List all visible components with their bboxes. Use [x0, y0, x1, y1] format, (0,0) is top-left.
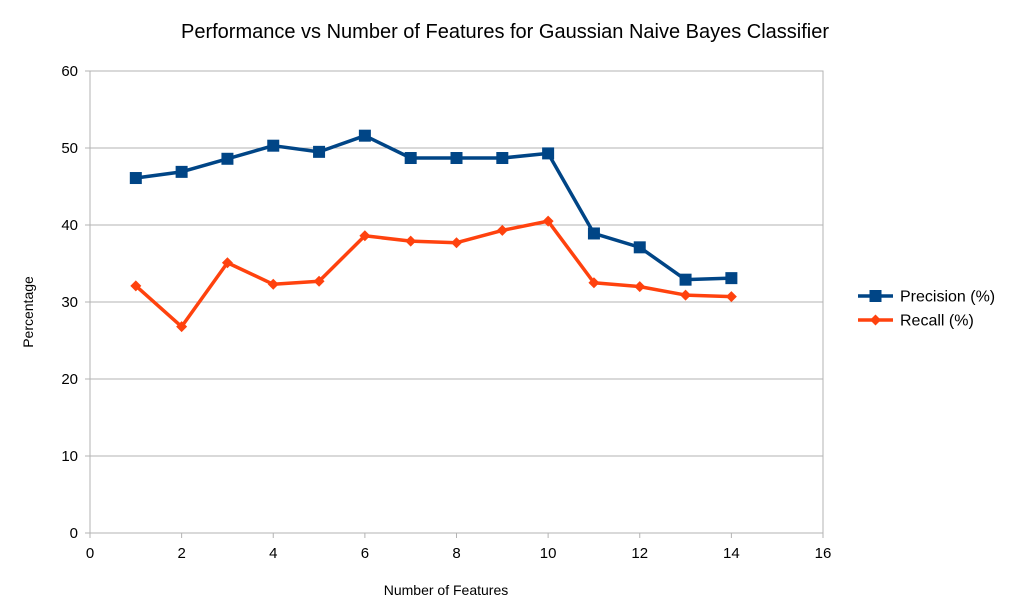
- data-point: [634, 281, 646, 293]
- data-point: [129, 172, 142, 185]
- y-tick-label: 50: [61, 140, 78, 157]
- legend-item: Precision (%): [858, 289, 995, 306]
- data-point: [680, 289, 692, 301]
- data-point: [359, 230, 371, 242]
- legend-label: Precision (%): [900, 289, 995, 306]
- data-point: [267, 278, 279, 290]
- y-axis-ticks: 0 10 20 30 40 50 60: [61, 63, 90, 542]
- x-axis-label: Number of Features: [384, 582, 509, 598]
- data-point: [267, 139, 280, 152]
- data-point: [679, 273, 692, 286]
- data-point: [176, 321, 188, 333]
- legend-label: Recall (%): [900, 313, 974, 330]
- series-layer: [129, 129, 738, 333]
- data-point: [633, 241, 646, 254]
- data-point: [725, 291, 737, 303]
- series-line: [135, 133, 732, 282]
- legend-swatch-marker: [870, 314, 881, 326]
- y-tick-label: 60: [61, 63, 78, 80]
- data-point: [587, 227, 600, 240]
- x-tick-label: 4: [269, 545, 277, 562]
- x-tick-label: 2: [177, 545, 185, 562]
- x-tick-label: 16: [815, 545, 832, 562]
- series-recall: [130, 215, 737, 333]
- x-tick-label: 0: [86, 545, 94, 562]
- y-tick-label: 40: [61, 217, 78, 234]
- series-precision: [129, 129, 738, 286]
- data-point: [542, 147, 555, 160]
- data-point: [496, 152, 509, 165]
- data-point: [450, 152, 463, 165]
- y-axis-label: Percentage: [20, 276, 36, 348]
- y-tick-label: 20: [61, 371, 78, 388]
- data-point: [404, 152, 417, 165]
- data-point: [725, 272, 738, 285]
- chart-title: Performance vs Number of Features for Ga…: [181, 21, 829, 43]
- data-point: [313, 145, 326, 158]
- x-tick-label: 14: [723, 545, 740, 562]
- series-line: [134, 219, 732, 329]
- data-point: [130, 280, 142, 292]
- x-tick-label: 6: [361, 545, 369, 562]
- data-point: [221, 257, 233, 269]
- data-point: [588, 277, 600, 289]
- x-tick-label: 10: [540, 545, 557, 562]
- y-tick-label: 10: [61, 448, 78, 465]
- data-point: [221, 152, 234, 165]
- data-point: [358, 129, 371, 142]
- y-tick-label: 0: [70, 525, 78, 542]
- x-tick-label: 12: [631, 545, 648, 562]
- data-point: [313, 275, 325, 287]
- data-point: [542, 215, 554, 227]
- legend: Precision (%) Recall (%): [858, 289, 995, 330]
- y-tick-label: 30: [61, 294, 78, 311]
- data-point: [451, 237, 462, 249]
- x-axis-ticks: 0 2 4 6 8 10 12 14 16: [86, 533, 832, 562]
- data-point: [496, 224, 508, 236]
- x-tick-label: 8: [452, 545, 460, 562]
- data-point: [175, 165, 188, 178]
- legend-swatch-marker: [869, 290, 882, 302]
- legend-item: Recall (%): [858, 313, 974, 330]
- data-point: [405, 235, 417, 247]
